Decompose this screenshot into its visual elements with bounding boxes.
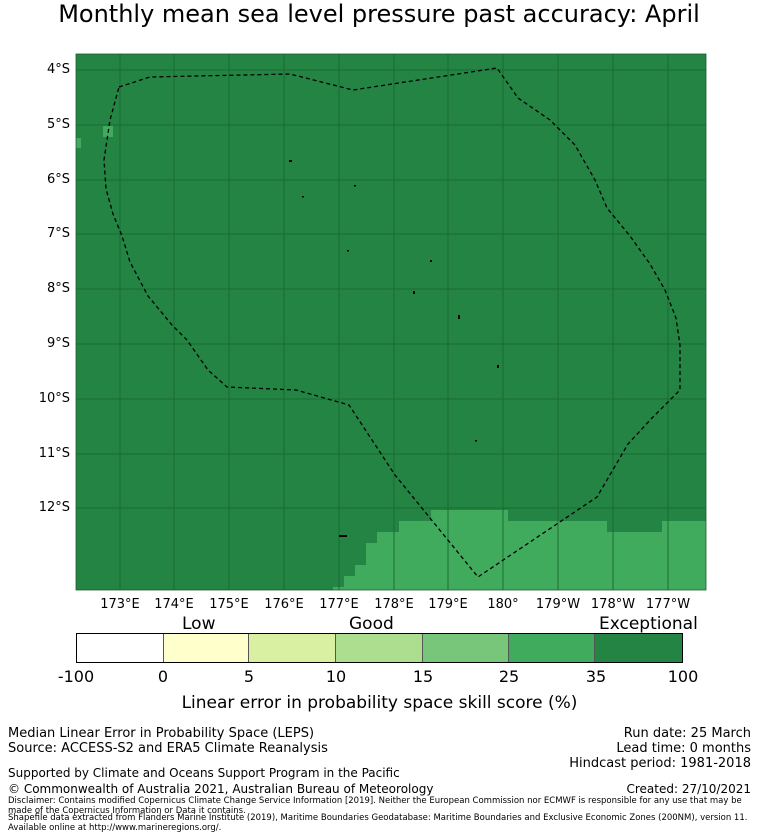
legend-tick-label: -100	[57, 667, 95, 686]
latitude-label: 12°S	[38, 500, 70, 515]
legend-swatch	[422, 634, 509, 662]
shapefile-credit: Shapefile data extracted from Flanders M…	[8, 813, 748, 833]
legend-tick-label: 25	[498, 667, 520, 686]
skill-speck	[76, 138, 81, 148]
disclaimer-text: Disclaimer: Contains modified Copernicus…	[8, 796, 742, 816]
longitude-label: 177°E	[319, 597, 359, 612]
latitude-label: 8°S	[46, 281, 70, 296]
longitude-label: 178°W	[590, 597, 636, 612]
latitude-label: 10°S	[38, 391, 70, 406]
longitude-label: 178°E	[374, 597, 414, 612]
map-area	[76, 54, 706, 590]
legend-tick-label: 15	[412, 667, 434, 686]
legend-tick-label: 5	[243, 667, 255, 686]
longitude-label: 174°E	[154, 597, 194, 612]
legend-category-exceptional: Exceptional	[599, 614, 698, 634]
map-frame	[75, 53, 707, 591]
gridlines	[76, 54, 706, 590]
latitude-label: 4°S	[46, 62, 70, 77]
support-text: Supported by Climate and Oceans Support …	[8, 766, 400, 780]
legend-tick-label: 0	[157, 667, 169, 686]
legend-category-good: Good	[349, 614, 394, 634]
leps-description: Median Linear Error in Probability Space…	[8, 726, 315, 741]
copyright-text: © Commonwealth of Australia 2021, Austra…	[8, 782, 434, 796]
chart-title: Monthly mean sea level pressure past acc…	[58, 0, 700, 28]
legend-tick-label: 10	[325, 667, 347, 686]
legend-title: Linear error in probability space skill …	[181, 693, 578, 713]
legend-swatch	[249, 634, 337, 662]
legend-swatch	[336, 634, 423, 662]
map-plot	[75, 53, 707, 591]
run-date: Run date: 25 March	[623, 726, 751, 741]
longitude-label: 176°E	[264, 597, 304, 612]
legend-colorbar	[76, 633, 683, 663]
longitude-label: 180°	[487, 597, 519, 612]
latitude-label: 6°S	[46, 172, 70, 187]
longitude-label: 179°E	[428, 597, 468, 612]
source-text: Source: ACCESS-S2 and ERA5 Climate Reana…	[8, 741, 328, 756]
legend-tick-label: 35	[585, 667, 607, 686]
latitude-label: 11°S	[38, 446, 70, 461]
hindcast-period: Hindcast period: 1981-2018	[569, 756, 751, 771]
latitude-label: 5°S	[46, 117, 70, 132]
legend-swatch	[508, 634, 596, 662]
latitude-label: 7°S	[46, 226, 70, 241]
longitude-label: 177°W	[645, 597, 691, 612]
eez-boundary	[103, 67, 681, 578]
legend-tick-label: 100	[667, 667, 699, 686]
legend-swatch	[163, 634, 250, 662]
longitude-label: 175°E	[209, 597, 249, 612]
legend-swatch	[77, 634, 164, 662]
longitude-label: 173°E	[100, 597, 140, 612]
lead-time: Lead time: 0 months	[616, 741, 751, 756]
legend-category-low: Low	[182, 614, 216, 634]
longitude-label: 179°W	[535, 597, 581, 612]
legend-swatch	[595, 634, 683, 662]
latitude-label: 9°S	[46, 336, 70, 351]
islands	[289, 160, 499, 537]
created-date: Created: 27/10/2021	[626, 782, 751, 796]
